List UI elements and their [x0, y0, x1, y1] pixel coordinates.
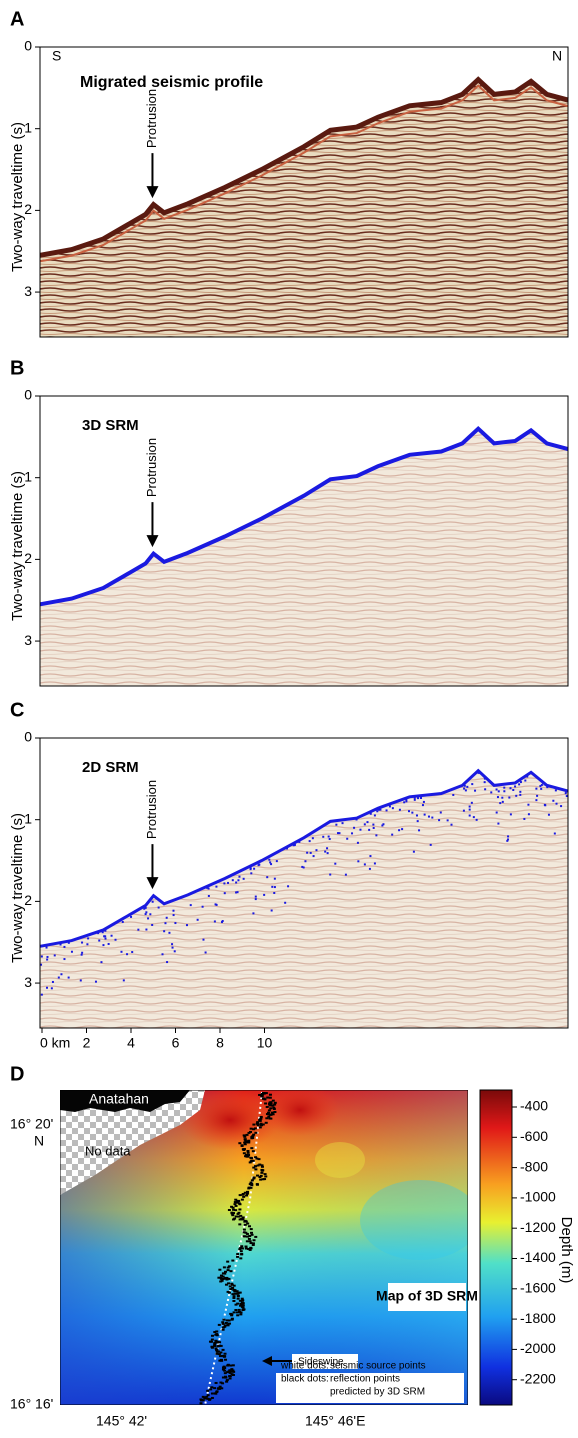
- plot-frame: [39, 395, 569, 687]
- colorbar-tick-label: -2000: [520, 1340, 556, 1356]
- corner-label: N: [552, 48, 562, 64]
- colorbar-tick-label: -600: [520, 1128, 548, 1144]
- legend-text: reflection points: [330, 1374, 400, 1385]
- colorbar-tick-label: -1600: [520, 1280, 556, 1296]
- panel-label: A: [10, 8, 24, 30]
- colorbar-tick-label: -2200: [520, 1370, 556, 1386]
- y-tick-label: 0: [24, 387, 32, 403]
- panel-label: B: [10, 357, 24, 379]
- colorbar-tick-label: -1000: [520, 1189, 556, 1205]
- lat-label: 16° 16': [10, 1396, 53, 1412]
- seismic-panel: B 3D SRM Two-way traveltime (s) 0 1 2 3 Protrus…: [9, 357, 569, 687]
- annotation: Protrusion: [144, 89, 159, 148]
- x-tick-label: 4: [127, 1035, 135, 1051]
- lon-label: 145° 42': [96, 1413, 147, 1429]
- y-axis-label: Two-way traveltime (s): [9, 122, 26, 272]
- reflection-points: [199, 1092, 277, 1405]
- panel-label: D: [10, 1063, 24, 1085]
- colorbar-label: Depth (m): [558, 1217, 575, 1284]
- sideswipe-label: Sideswipe: [298, 1357, 344, 1368]
- seafloor: [39, 76, 569, 258]
- x-tick-label: 6: [172, 1035, 180, 1051]
- colorbar-tick-label: -1400: [520, 1249, 556, 1265]
- lon-label: 145° 46'E: [305, 1413, 365, 1429]
- seismic-panel: C 2D SRM Two-way traveltime (s) 0 1 2 3 Protrus…: [9, 699, 569, 1051]
- legend-text: seismic source points: [330, 1361, 426, 1372]
- y-tick-label: 3: [24, 632, 32, 648]
- colorbar: [479, 1089, 513, 1406]
- y-axis-label: Two-way traveltime (s): [9, 813, 26, 963]
- plot-frame: [39, 46, 569, 338]
- x-tick-label: 10: [257, 1035, 273, 1051]
- colorbar-tick-label: -800: [520, 1158, 548, 1174]
- y-tick-label: 2: [24, 201, 32, 217]
- y-tick-label: 3: [24, 974, 32, 990]
- panel-title: 2D SRM: [82, 759, 139, 776]
- lat-label: N: [34, 1133, 44, 1149]
- plot-frame: [39, 737, 569, 1029]
- seismic-panel: A Migrated seismic profile Two-way travelt…: [9, 8, 569, 338]
- legend-text: predicted by 3D SRM: [330, 1387, 425, 1398]
- annotation: Protrusion: [144, 438, 159, 497]
- colorbar-tick-label: -1800: [520, 1310, 556, 1326]
- panel-title: 3D SRM: [82, 417, 139, 434]
- y-tick-label: 3: [24, 283, 32, 299]
- panels: A Migrated seismic profile Two-way travelt…: [9, 8, 569, 1051]
- map-panel: D Anatahan No data 16° 20' N 16° 16' 145…: [10, 1063, 575, 1428]
- y-tick-label: 0: [24, 38, 32, 54]
- seismic-section: [40, 770, 568, 1028]
- y-tick-label: 2: [24, 892, 32, 908]
- colorbar-tick-label: -1200: [520, 1219, 556, 1235]
- annotation: Protrusion: [144, 780, 159, 839]
- y-tick-label: 1: [24, 468, 32, 484]
- panel-label: C: [10, 699, 24, 721]
- x-tick-label: 0 km: [40, 1035, 70, 1051]
- no-data-label: No data: [85, 1143, 131, 1158]
- y-tick-label: 2: [24, 550, 32, 566]
- island: [60, 1090, 190, 1112]
- y-tick-label: 0: [24, 729, 32, 745]
- seafloor-points: [39, 425, 569, 607]
- y-axis-label: Two-way traveltime (s): [9, 471, 26, 621]
- seismic-section: [40, 428, 568, 686]
- seafloor-points: [39, 768, 569, 948]
- lat-label: 16° 20': [10, 1116, 53, 1132]
- x-tick-label: 2: [83, 1035, 91, 1051]
- x-tick-label: 8: [216, 1035, 224, 1051]
- y-tick-label: 1: [24, 810, 32, 826]
- y-tick-label: 1: [24, 119, 32, 135]
- no-data-area: [60, 1090, 205, 1195]
- corner-label: S: [52, 48, 61, 64]
- island-label: Anatahan: [89, 1091, 149, 1107]
- panel-title: Migrated seismic profile: [80, 74, 263, 91]
- colorbar-tick-label: -400: [520, 1098, 548, 1114]
- map-title: Map of 3D SRM: [376, 1288, 478, 1304]
- legend-key: black dots:: [281, 1374, 329, 1385]
- seismic-section: [40, 79, 568, 337]
- legend-key: white dots:: [280, 1361, 329, 1372]
